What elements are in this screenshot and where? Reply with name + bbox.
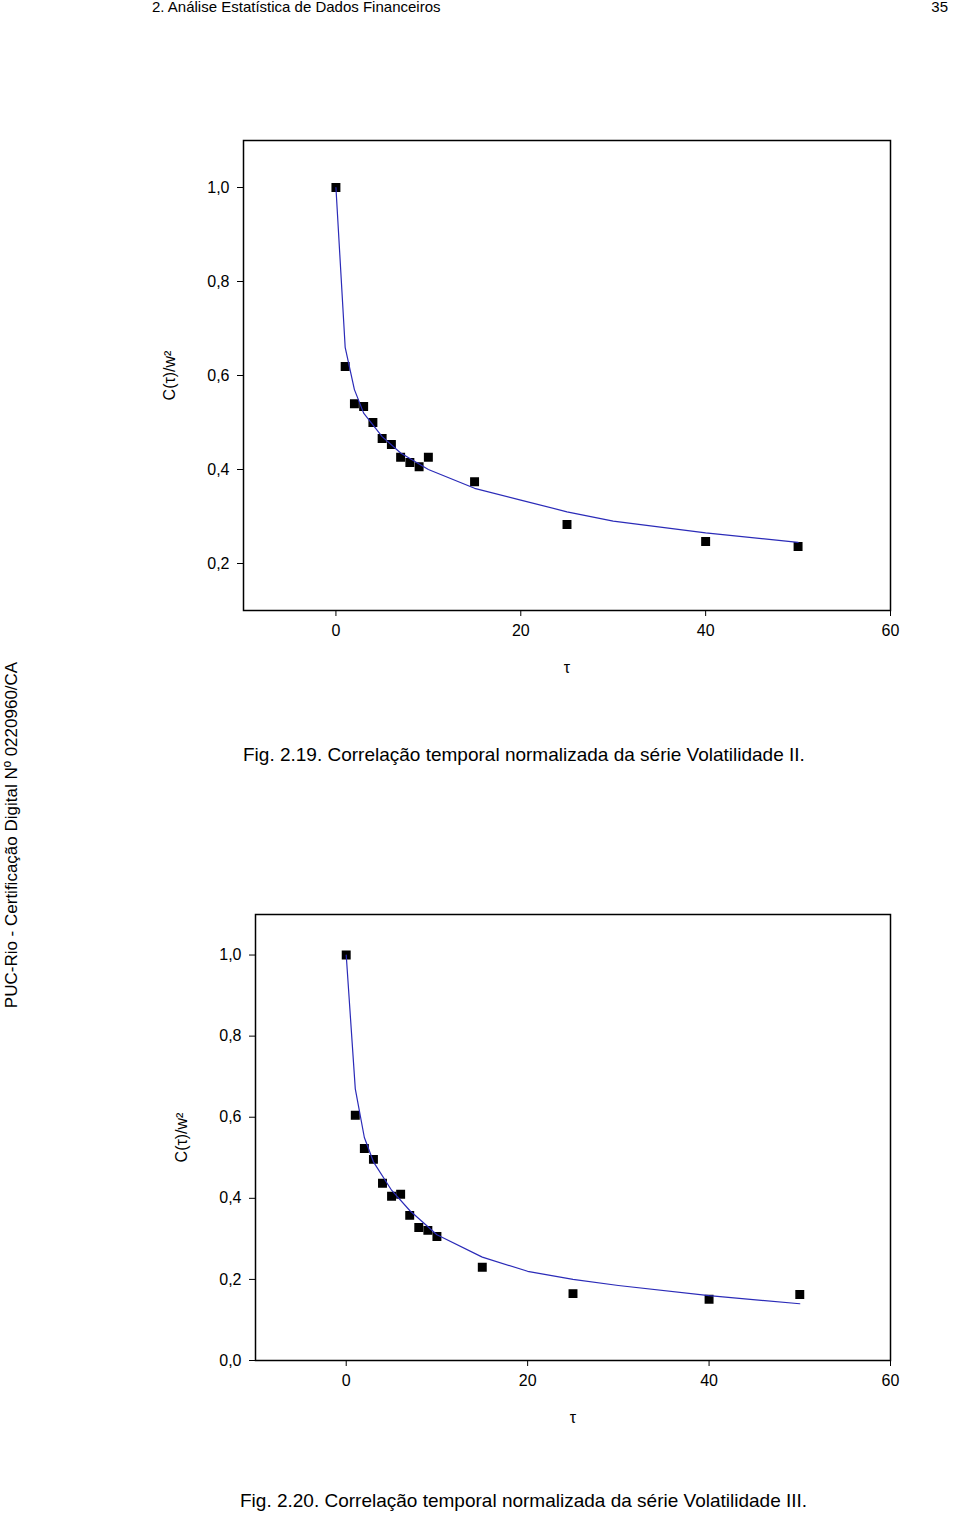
svg-text:1,0: 1,0 [219, 946, 241, 963]
svg-text:C(τ)/w²: C(τ)/w² [173, 1112, 190, 1163]
svg-text:0,0: 0,0 [219, 1352, 241, 1369]
svg-text:20: 20 [519, 1372, 537, 1389]
svg-text:40: 40 [697, 622, 715, 639]
svg-text:0,8: 0,8 [219, 1027, 241, 1044]
html-text:PUC-Rio - Certificação Digital: PUC-Rio - Certificação Digital Nº 022096… [2, 661, 21, 1009]
svg-text:0,8: 0,8 [207, 273, 229, 290]
svg-text:0,2: 0,2 [219, 1271, 241, 1288]
svg-text:40: 40 [700, 1372, 718, 1389]
svg-text:τ: τ [570, 1409, 577, 1426]
svg-text:1,0: 1,0 [207, 179, 229, 196]
svg-text:60: 60 [882, 622, 900, 639]
svg-text:0,4: 0,4 [219, 1189, 241, 1206]
svg-text:0: 0 [331, 622, 340, 639]
svg-text:0,4: 0,4 [207, 461, 229, 478]
svg-text:τ: τ [564, 659, 571, 676]
svg-text:0,6: 0,6 [207, 367, 229, 384]
svg-text:20: 20 [512, 622, 530, 639]
svg-text:0,6: 0,6 [219, 1108, 241, 1125]
svg-text:C(τ)/w²: C(τ)/w² [161, 350, 178, 401]
html-text:Fig. 2.19. Correlação temporal: Fig. 2.19. Correlação temporal normaliza… [243, 744, 805, 765]
svg-text:0,2: 0,2 [207, 555, 229, 572]
html-text:Fig. 2.20. Correlação temporal: Fig. 2.20. Correlação temporal normaliza… [240, 1490, 808, 1511]
svg-text:0: 0 [342, 1372, 351, 1389]
svg-text:60: 60 [882, 1372, 900, 1389]
